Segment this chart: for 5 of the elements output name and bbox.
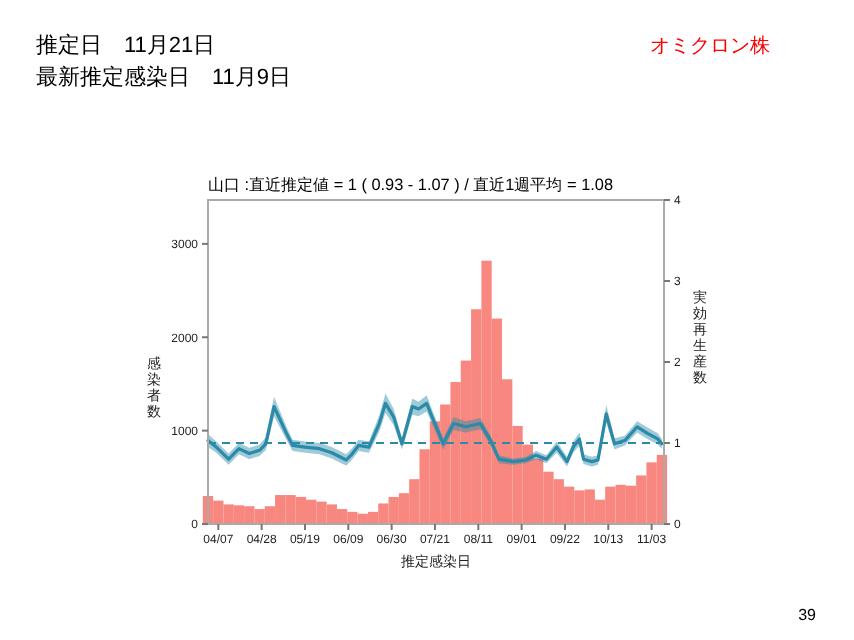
- text: 39: [798, 606, 818, 624]
- chart-title: 山口 :直近推定値 = 1 ( 0.93 - 1.07 ) / 直近1週平均 = 1.08: [208, 176, 614, 194]
- text: 推定日 11月21日: [36, 32, 216, 58]
- text: オミクロン株: [650, 34, 770, 58]
- text: 最新推定感染日 11月9日: [36, 64, 292, 90]
